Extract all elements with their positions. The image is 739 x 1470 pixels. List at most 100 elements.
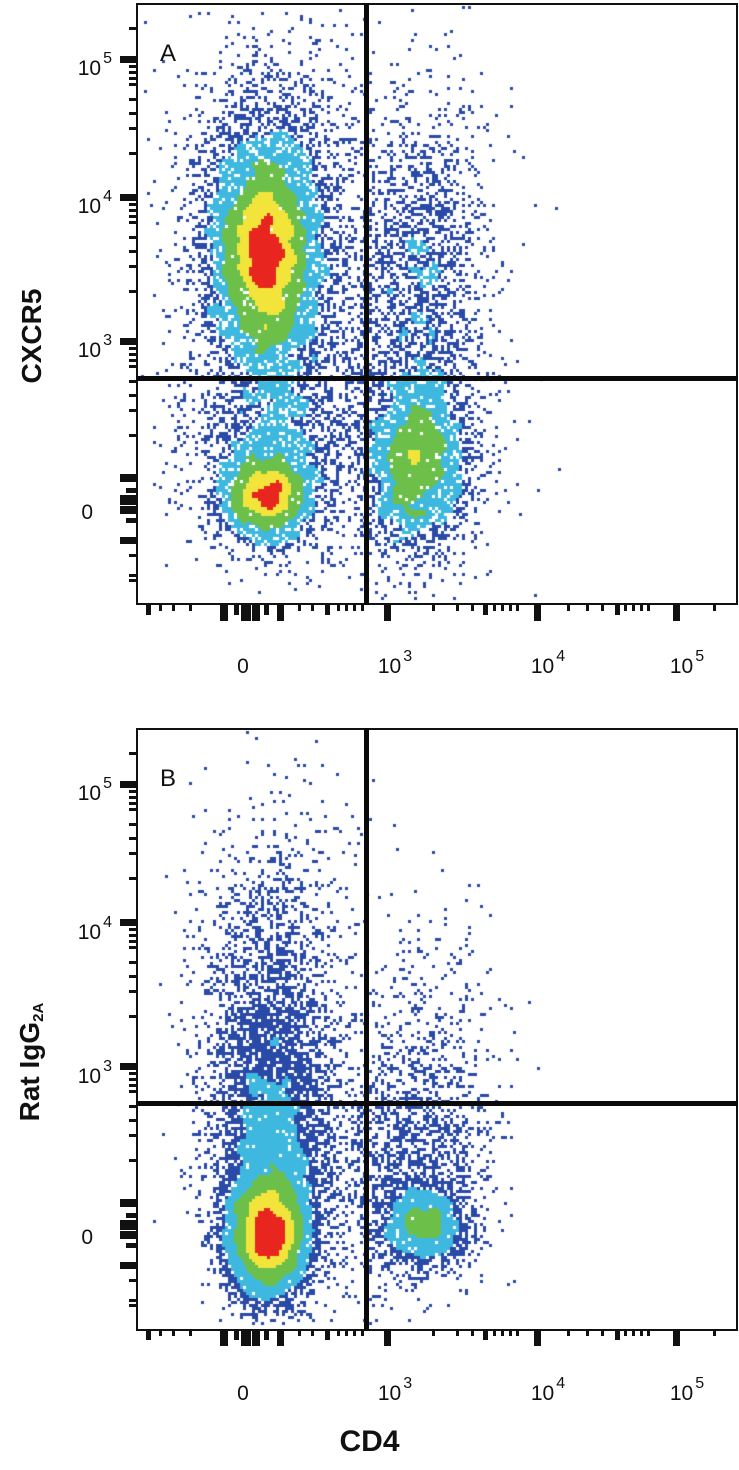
y-axis-tick <box>120 1199 136 1207</box>
x-axis-tick <box>276 1330 284 1346</box>
y-axis-tick <box>129 408 136 412</box>
x-axis-tick <box>614 605 620 615</box>
y-axis-tick <box>129 933 136 937</box>
x-axis-tick <box>344 605 348 611</box>
x-axis-tick <box>631 1330 635 1336</box>
y-axis-tick <box>120 536 136 544</box>
x-axis-tick <box>585 605 589 611</box>
x-axis-tick <box>158 605 162 611</box>
y-axis-tick <box>129 1278 136 1282</box>
y-tick-label: 10 5 <box>77 775 112 805</box>
x-axis-tick <box>171 1330 175 1336</box>
x-axis-tick <box>188 1330 192 1336</box>
y-axis-tick <box>129 1298 136 1302</box>
y-tick-label: 10 5 <box>77 50 112 80</box>
y-axis-tick <box>129 789 136 793</box>
panel-b: Rat IgG2A B 105 104 103 0 0 103 104 105 <box>0 725 739 1470</box>
x-axis-tick <box>310 1330 314 1336</box>
y-axis-tick <box>129 939 136 943</box>
x-axis-tick <box>360 1330 364 1336</box>
y-axis-tick <box>129 433 136 437</box>
y-axis-tick <box>120 918 136 926</box>
y-axis-tick <box>129 578 136 582</box>
y-axis-tick <box>120 495 136 505</box>
y-axis-tick <box>129 1104 136 1108</box>
x-axis-tick <box>639 605 643 611</box>
quadrant-gate-vertical[interactable] <box>364 728 369 1331</box>
x-axis-tick <box>352 1330 356 1336</box>
x-axis-tick <box>482 1330 488 1340</box>
x-axis-tick <box>623 605 627 611</box>
y-axis-tick <box>129 208 136 212</box>
x-axis-tick <box>500 605 504 611</box>
y-axis-tick <box>129 1071 136 1075</box>
y-axis-tick <box>129 352 136 356</box>
x-axis-tick <box>500 1330 504 1336</box>
y-axis-tick <box>126 517 136 523</box>
y-tick-label: 0 <box>81 501 93 524</box>
x-tick-label: 10 3 <box>377 648 413 678</box>
x-axis-tick <box>508 1330 512 1336</box>
y-axis-tick <box>129 289 136 293</box>
y-axis-tick <box>129 151 136 155</box>
y-axis-tick <box>129 111 136 115</box>
x-axis-tick <box>297 605 301 611</box>
x-axis-tick <box>263 1330 269 1340</box>
quadrant-gate-horizontal[interactable] <box>136 376 738 381</box>
y-tick-label: 10 3 <box>77 332 112 362</box>
y-axis-tick <box>129 202 136 206</box>
x-tick-label: 0 <box>237 655 249 678</box>
x-axis-title: CD4 <box>339 1425 400 1458</box>
x-axis-tick <box>188 605 192 611</box>
x-axis-tick <box>297 1330 301 1336</box>
x-axis-tick <box>158 1330 162 1336</box>
panel-letter: B <box>160 765 177 792</box>
y-tick-label: 10 4 <box>77 914 112 944</box>
y-axis-tick <box>126 1212 136 1218</box>
x-axis-tick <box>220 605 228 621</box>
y-axis-tick <box>129 851 136 855</box>
x-tick-label: 10 4 <box>530 648 566 678</box>
x-axis-tick <box>310 605 314 611</box>
x-axis-tick <box>252 1330 260 1346</box>
y-axis-tick <box>129 214 136 218</box>
y-axis-tick <box>129 974 136 978</box>
panel-a: CXCR5 A 105 104 103 0 0 103 104 105 <box>0 0 739 720</box>
x-axis-tick <box>533 605 541 621</box>
y-axis-tick <box>129 836 136 840</box>
x-axis-tick <box>324 605 330 615</box>
x-tick-label: 0 <box>237 1382 249 1405</box>
y-axis-tick <box>120 474 136 482</box>
y-axis-tick <box>129 379 136 383</box>
y-axis-tick <box>120 506 136 514</box>
y-axis-tick <box>129 26 136 30</box>
x-axis-tick <box>145 605 151 615</box>
y-axis-tick <box>129 553 136 557</box>
x-axis-tick <box>324 1330 330 1340</box>
y-axis-tick <box>129 1303 136 1307</box>
quadrant-gate-vertical[interactable] <box>364 3 369 605</box>
y-axis-tick <box>129 807 136 811</box>
y-axis-tick <box>129 822 136 826</box>
quadrant-gate-horizontal[interactable] <box>136 1101 738 1106</box>
x-tick-label: 10 4 <box>530 1375 566 1405</box>
y-axis-tick <box>129 1014 136 1018</box>
x-axis-tick <box>639 1330 643 1336</box>
x-axis-tick <box>508 605 512 611</box>
x-tick-label: 10 5 <box>669 1375 705 1405</box>
x-axis-tick <box>712 605 716 611</box>
x-axis-tick <box>646 1330 650 1336</box>
y-axis-tick <box>129 76 136 80</box>
y-axis-tick <box>129 876 136 880</box>
x-axis-tick <box>566 1330 570 1336</box>
y-axis-tick <box>129 249 136 253</box>
x-axis-tick <box>383 1330 391 1346</box>
y-axis-tick <box>120 780 136 788</box>
x-axis-tick <box>383 605 391 621</box>
x-axis-tick <box>623 1330 627 1336</box>
x-axis-tick <box>600 605 604 611</box>
x-axis-tick <box>482 605 488 615</box>
y-axis-tick <box>129 235 136 239</box>
x-axis-tick <box>600 1330 604 1336</box>
x-axis-tick <box>431 605 435 611</box>
